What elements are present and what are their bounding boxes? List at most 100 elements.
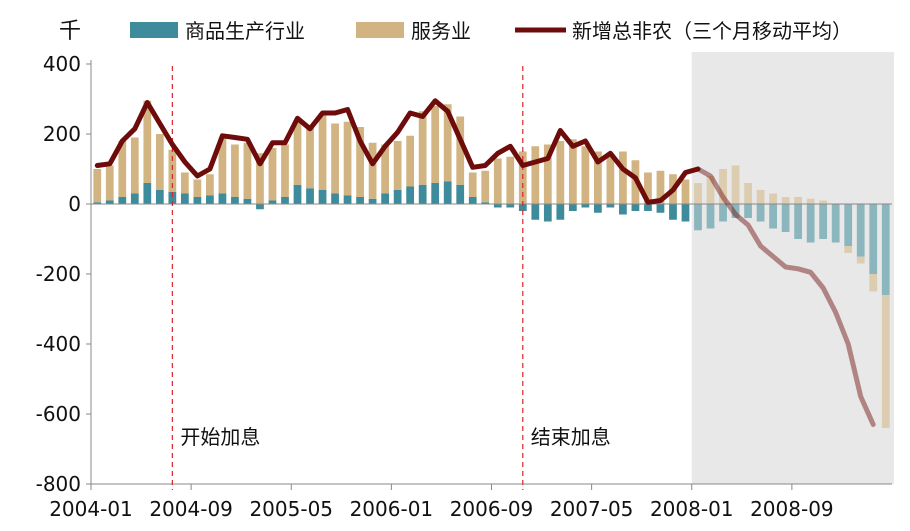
bar-goods xyxy=(656,204,665,213)
bar-goods xyxy=(418,184,427,204)
bar-services xyxy=(393,141,402,190)
bar-goods xyxy=(456,184,465,204)
y-tick-label: 0 xyxy=(68,192,81,216)
bar-goods xyxy=(155,190,164,204)
bar-services xyxy=(418,111,427,185)
bar-goods xyxy=(756,204,765,222)
y-tick-label: 400 xyxy=(43,52,81,76)
bar-services xyxy=(581,146,590,204)
bar-goods xyxy=(518,204,527,211)
bar-services xyxy=(756,190,765,204)
bar-goods xyxy=(93,202,102,204)
bar-services xyxy=(794,197,803,204)
legend-label-line: 新增总非农（三个月移动平均） xyxy=(572,19,852,43)
bar-goods xyxy=(193,197,202,204)
bar-services xyxy=(143,100,152,183)
bar-goods xyxy=(606,204,615,208)
bar-services xyxy=(694,183,702,204)
bar-services xyxy=(493,158,502,204)
bar-goods xyxy=(493,204,502,208)
bar-services xyxy=(180,172,189,194)
legend-label-services: 服务业 xyxy=(411,19,471,43)
bar-services xyxy=(719,169,727,204)
bar-goods xyxy=(806,204,815,243)
line-series-main xyxy=(94,98,701,205)
bar-services xyxy=(568,139,577,204)
bar-services xyxy=(431,106,440,183)
bar-goods xyxy=(631,204,640,211)
bar-goods xyxy=(831,204,840,243)
bar-services xyxy=(93,169,102,203)
bar-goods xyxy=(318,190,327,204)
legend-swatch-services xyxy=(356,22,404,38)
bar-goods xyxy=(506,204,515,208)
bar-services xyxy=(193,179,202,197)
bar-goods xyxy=(681,204,690,222)
bar-goods xyxy=(856,204,865,257)
bar-services xyxy=(368,142,377,199)
bar-goods xyxy=(168,191,177,204)
bar-goods xyxy=(731,204,740,218)
bar-goods xyxy=(393,190,402,204)
legend: 商品生产行业 服务业 新增总非农（三个月移动平均） xyxy=(130,19,852,43)
x-tick-label: 2008-09 xyxy=(750,497,834,521)
bar-goods xyxy=(531,204,540,220)
bar-services xyxy=(543,144,552,204)
bar-services xyxy=(769,193,777,204)
x-tick-label: 2004-09 xyxy=(149,497,233,521)
bar-services xyxy=(218,137,227,194)
bar-services xyxy=(268,148,277,201)
annotation-lines-layer xyxy=(171,66,524,490)
bar-goods xyxy=(719,204,727,222)
bar-services xyxy=(844,246,853,253)
bar-goods xyxy=(206,195,214,204)
bar-services xyxy=(506,156,515,204)
bar-goods xyxy=(694,204,702,231)
bar-services xyxy=(155,134,164,190)
bar-goods xyxy=(794,204,803,239)
recession-shade-layer xyxy=(691,52,894,484)
bar-goods xyxy=(481,202,490,204)
bar-services xyxy=(118,141,127,197)
bar-services xyxy=(556,141,565,204)
label-layer: 开始加息 结束加息 xyxy=(180,425,610,449)
annotation-label: 结束加息 xyxy=(531,425,611,449)
bar-services xyxy=(343,121,352,196)
bar-goods xyxy=(556,204,565,220)
x-tick-label: 2005-05 xyxy=(249,497,333,521)
bar-services xyxy=(406,135,415,187)
y-tick-label: -200 xyxy=(36,262,81,286)
bar-goods xyxy=(118,197,127,204)
bar-services xyxy=(681,179,690,204)
bar-services xyxy=(306,127,314,189)
legend-swatch-goods xyxy=(130,22,178,38)
line-layer xyxy=(94,98,876,427)
bar-goods xyxy=(543,204,552,222)
bar-services xyxy=(331,123,339,194)
bar-goods xyxy=(268,200,277,204)
bar-services xyxy=(256,153,264,204)
bar-services xyxy=(443,104,452,182)
bar-services xyxy=(293,120,302,185)
bar-goods xyxy=(819,204,828,239)
bar-goods xyxy=(844,204,853,246)
x-tick-label: 2008-01 xyxy=(650,497,734,521)
bar-services xyxy=(105,165,114,201)
y-tick-label: -400 xyxy=(36,332,81,356)
x-tick-label: 2006-09 xyxy=(450,497,534,521)
y-tick-label: 200 xyxy=(43,122,81,146)
bar-goods xyxy=(443,181,452,204)
bar-goods xyxy=(869,204,878,274)
bar-services xyxy=(531,146,540,204)
bar-goods xyxy=(180,193,189,204)
bar-goods xyxy=(431,183,440,204)
legend-label-goods: 商品生产行业 xyxy=(185,19,305,43)
bar-goods xyxy=(581,204,590,208)
bar-goods xyxy=(343,195,352,204)
bar-goods xyxy=(706,204,715,229)
bar-goods xyxy=(744,204,752,218)
bar-goods xyxy=(568,204,577,211)
